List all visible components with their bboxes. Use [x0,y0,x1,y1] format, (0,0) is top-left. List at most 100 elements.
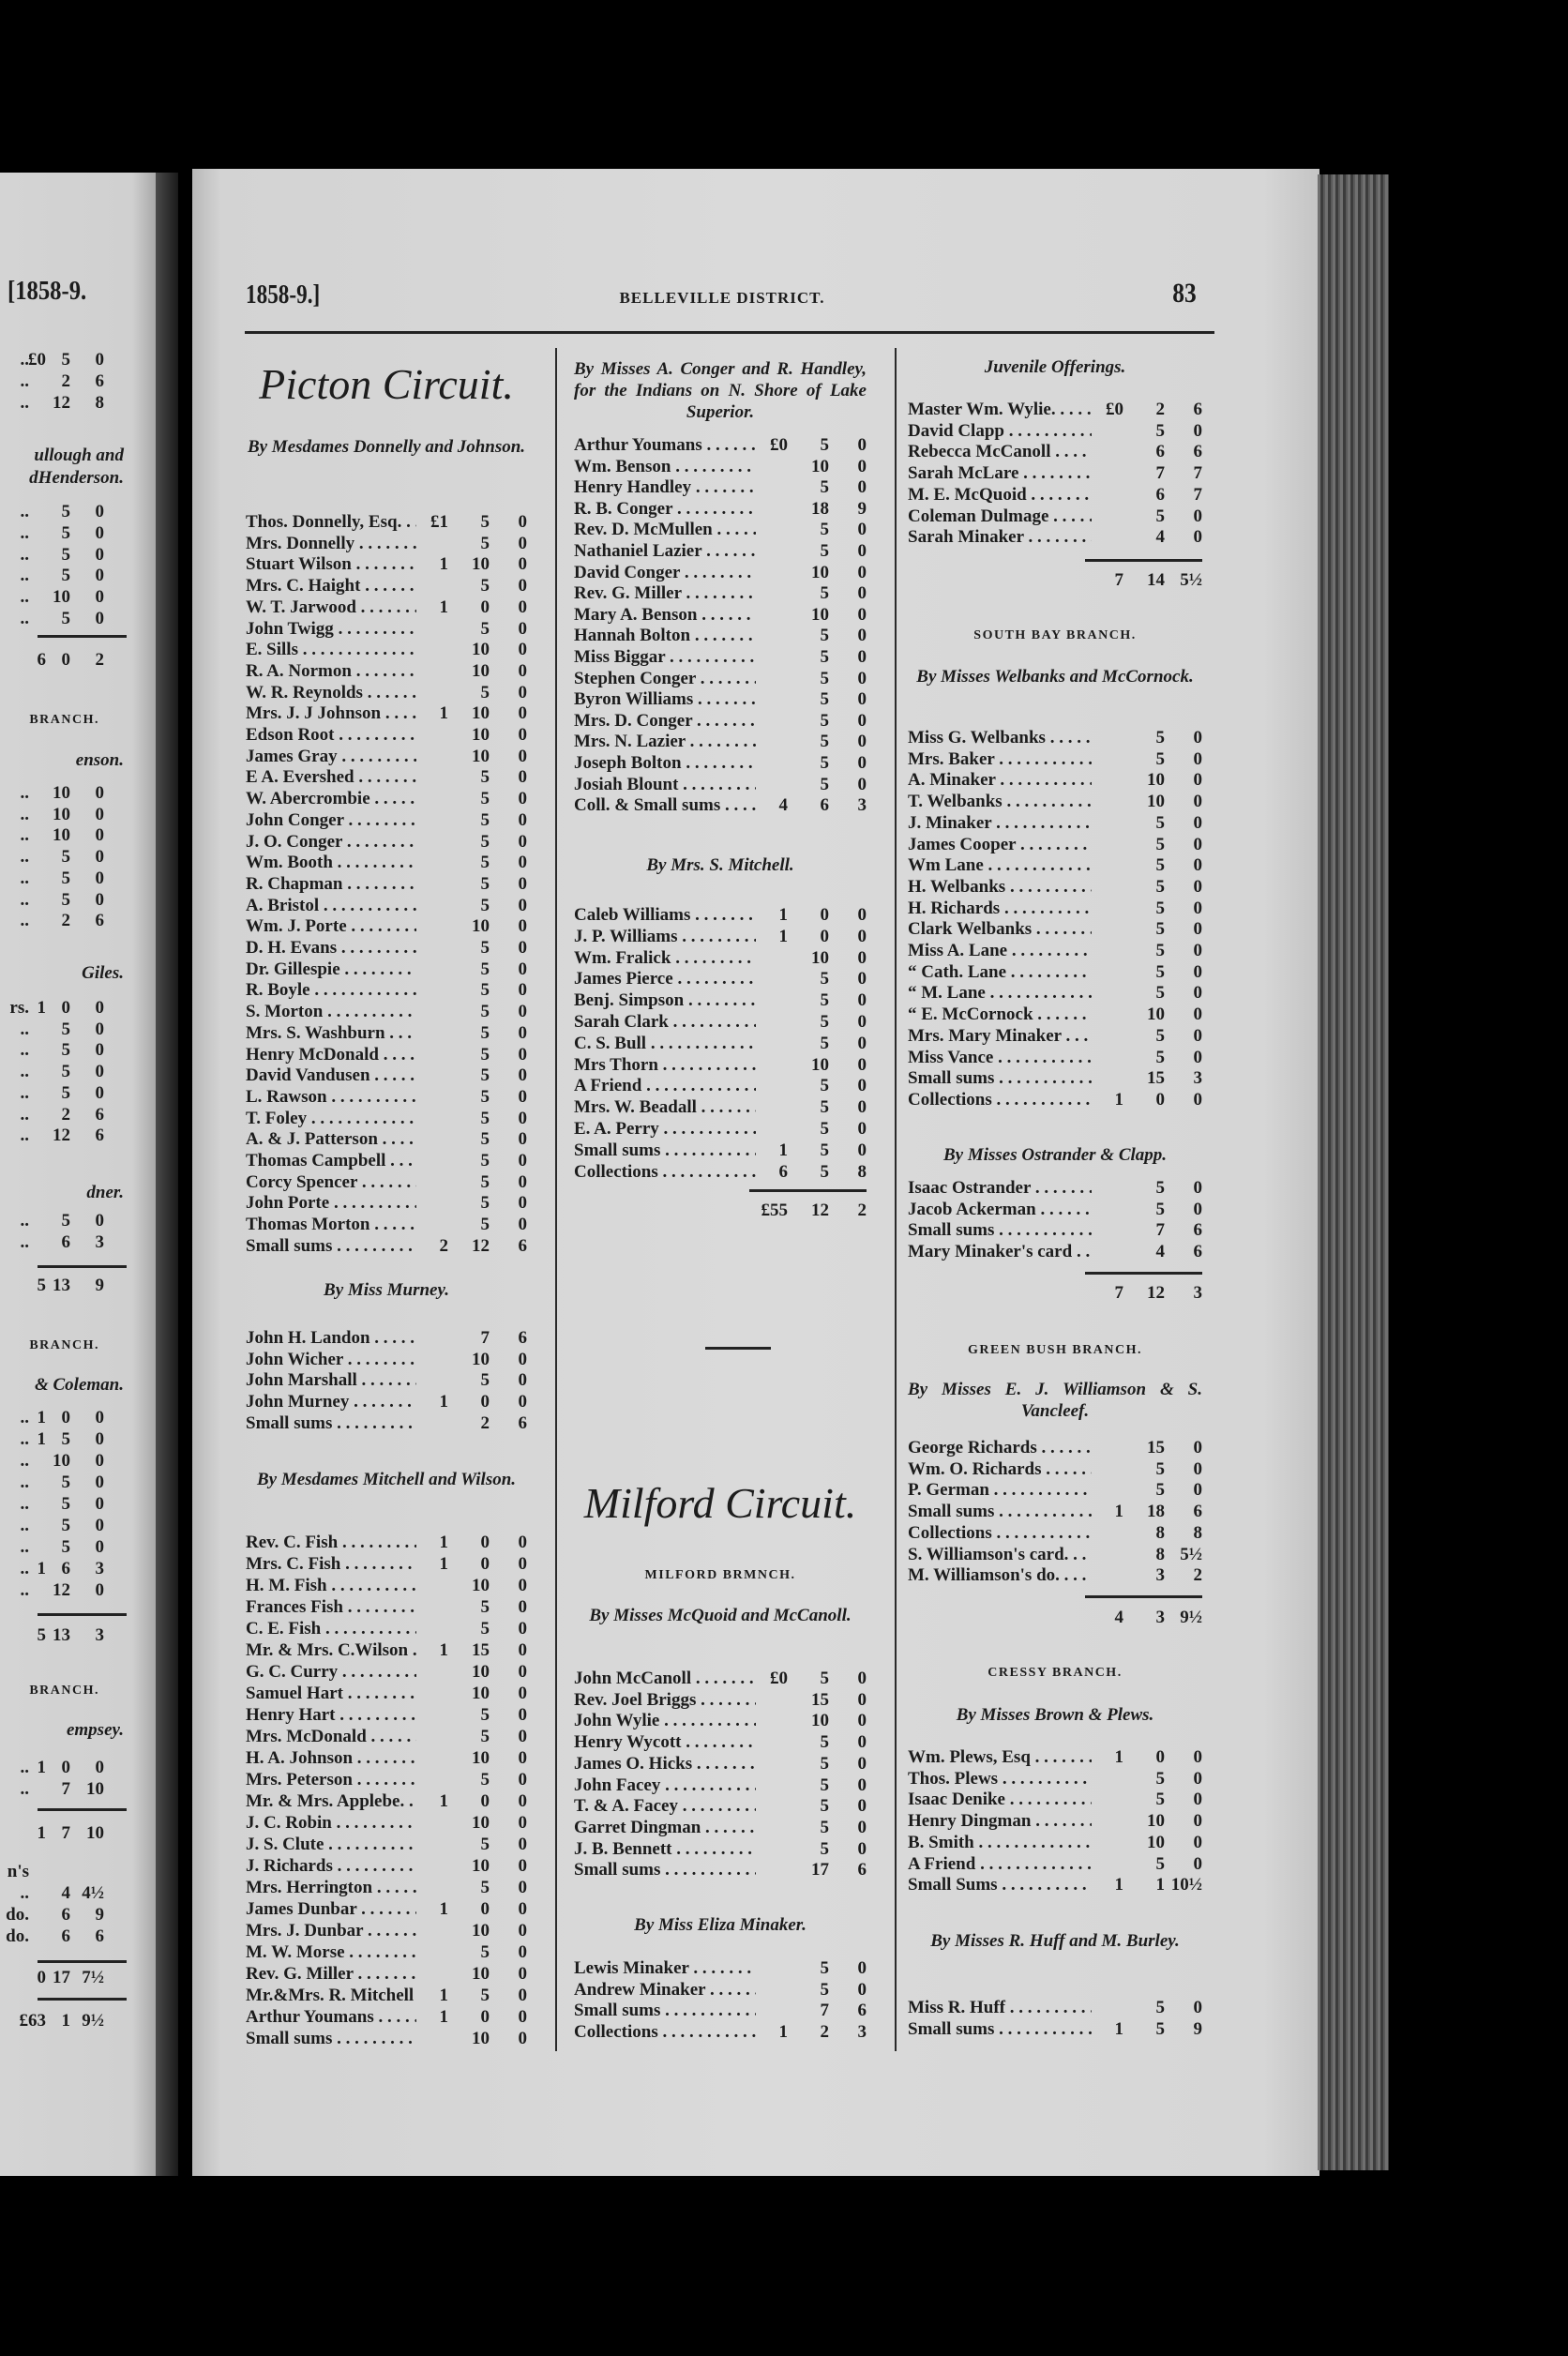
donor-name: John Conger [246,810,416,831]
collector-heading: Juvenile Offerings. [984,357,1126,377]
amount-shillings: 5 [480,512,490,532]
amount-pounds: 1 [439,1640,449,1660]
donation-row: David Conger 10 0 [574,563,867,583]
amount-pence: 0 [518,1533,528,1552]
donor-name: T. & A. Facey [574,1796,756,1817]
amount-pence: 6 [1193,400,1203,419]
donation-row: Mrs. J. J Johnson 1 10 0 [246,703,527,724]
collector-heading: By Misses E. J. Williamson & S. Vancleef… [908,1380,1202,1421]
donation-row: H. Welbanks 5 0 [908,877,1202,898]
amount-pence: 0 [857,1796,867,1816]
amount-pence: 0 [518,1770,528,1790]
amount-pence: 0 [1193,1811,1203,1831]
amount-pence: 0 [857,990,867,1010]
amount-shillings: 18 [1147,1502,1165,1521]
donor-name: J. O. Conger [246,832,416,853]
amount-pence: 0 [1193,877,1203,897]
amount-pounds [1092,813,1123,834]
amount-pence: 0 [857,969,867,989]
amount-pence: 0 [857,541,867,561]
amount-pence: 0 [95,1040,105,1060]
amount-shillings: 5 [61,1537,71,1557]
amount-pounds: 1 [1114,1875,1124,1895]
donation-row: Small sums 15 3 [908,1068,1202,1089]
donation-row: J. B. Bennett 5 0 [574,1839,867,1860]
donor-name: Wm. Fralick [574,948,756,969]
donation-row: J. S. Clute 5 0 [246,1835,527,1855]
amount-pence: 0 [857,563,867,582]
row-fragment-text: .. [20,609,30,628]
donation-row: W. R. Reynolds 5 0 [246,683,527,703]
collector-heading-fragment: & Coleman. [34,1375,124,1395]
amount-shillings: 5 [61,1040,71,1060]
donation-row: A Friend 5 0 [574,1076,867,1096]
amount-pounds: 7 [1114,570,1124,590]
amount-pence: 0 [1193,770,1203,790]
amount-pence: 0 [518,1370,528,1390]
amount-pounds [756,1980,788,2001]
amount-pounds [1092,877,1123,898]
amount-pence: 0 [857,732,867,751]
amount-pence: 0 [518,1065,528,1085]
amount-pounds [756,1754,788,1775]
amount-shillings: 5 [1155,899,1166,918]
amount-pence: 0 [518,874,528,894]
amount-shillings: 12 [811,1201,829,1220]
donor-name: S. Morton [246,1002,416,1022]
donation-row: Small sums 7 6 [908,1220,1202,1241]
donation-row: Joseph Bolton 5 0 [574,753,867,774]
amount-shillings: 5 [1155,962,1166,982]
amount-pounds: 7 [1114,1283,1124,1303]
amount-shillings: 5 [820,1958,830,1978]
donation-row: Mrs. C. Haight 5 0 [246,576,527,597]
amount-pounds [756,1958,788,1979]
amount-shillings: 6 [61,1926,71,1946]
amount-pence: 2 [1193,1565,1203,1585]
amount-pence: 0 [1193,1769,1203,1789]
amount-pounds [1092,983,1123,1004]
amount-pence: 8 [1193,1523,1203,1543]
amount-pounds [1092,1545,1123,1565]
amount-pounds [416,1662,448,1683]
amount-pounds [1092,855,1123,876]
donor-name: John Marshall [246,1370,416,1391]
amount-shillings: 5 [820,732,830,751]
amount-pence: 0 [95,1580,105,1600]
amount-pence: 0 [518,661,528,681]
donation-row: C. E. Fish 5 0 [246,1619,527,1639]
donation-row: Wm. Booth 5 0 [246,853,527,873]
amount-pence: 0 [518,1921,528,1941]
amount-pounds [416,896,448,916]
amount-shillings: 5 [1155,1769,1166,1789]
donation-row: Isaac Ostrander 5 0 [908,1178,1202,1199]
amount-pounds: 1 [37,1758,47,1777]
donation-row: G. C. Curry 10 0 [246,1662,527,1683]
collector-heading: By Misses Welbanks and McCornock. [916,667,1194,687]
donor-name: Isaac Ostrander [908,1178,1092,1199]
donation-row: J. P. Williams 1 0 0 [574,927,867,947]
donor-name: Sarah McLare [908,463,1092,484]
amount-pence: 9½ [1180,1608,1202,1627]
total-row: 7 14 5½ [908,570,1203,591]
amount-pence: 0 [518,1109,528,1128]
amount-pounds [416,1193,448,1214]
amount-shillings: 5 [820,583,830,603]
donor-name: Miss Biggar [574,647,756,668]
amount-pence: 0 [518,703,528,723]
amount-pence: 0 [518,1899,528,1919]
amount-pounds: 5 [37,1276,47,1295]
amount-pounds [416,1597,448,1618]
amount-pounds [756,948,788,969]
amount-pence: 0 [518,916,528,936]
donation-row: Nathaniel Lazier 5 0 [574,541,867,562]
amount-shillings: 5 [820,669,830,688]
amount-shillings: 5 [1155,1026,1166,1046]
amount-shillings: 12 [53,1580,70,1600]
amount-shillings: 0 [480,1554,490,1574]
amount-shillings: 7 [61,1823,71,1843]
amount-shillings: 5 [820,689,830,709]
amount-shillings: 10 [472,1350,490,1369]
donation-row: Collections 1 0 0 [908,1090,1202,1110]
donor-name: John Murney [246,1392,416,1412]
amount-pence: 0 [1193,899,1203,918]
